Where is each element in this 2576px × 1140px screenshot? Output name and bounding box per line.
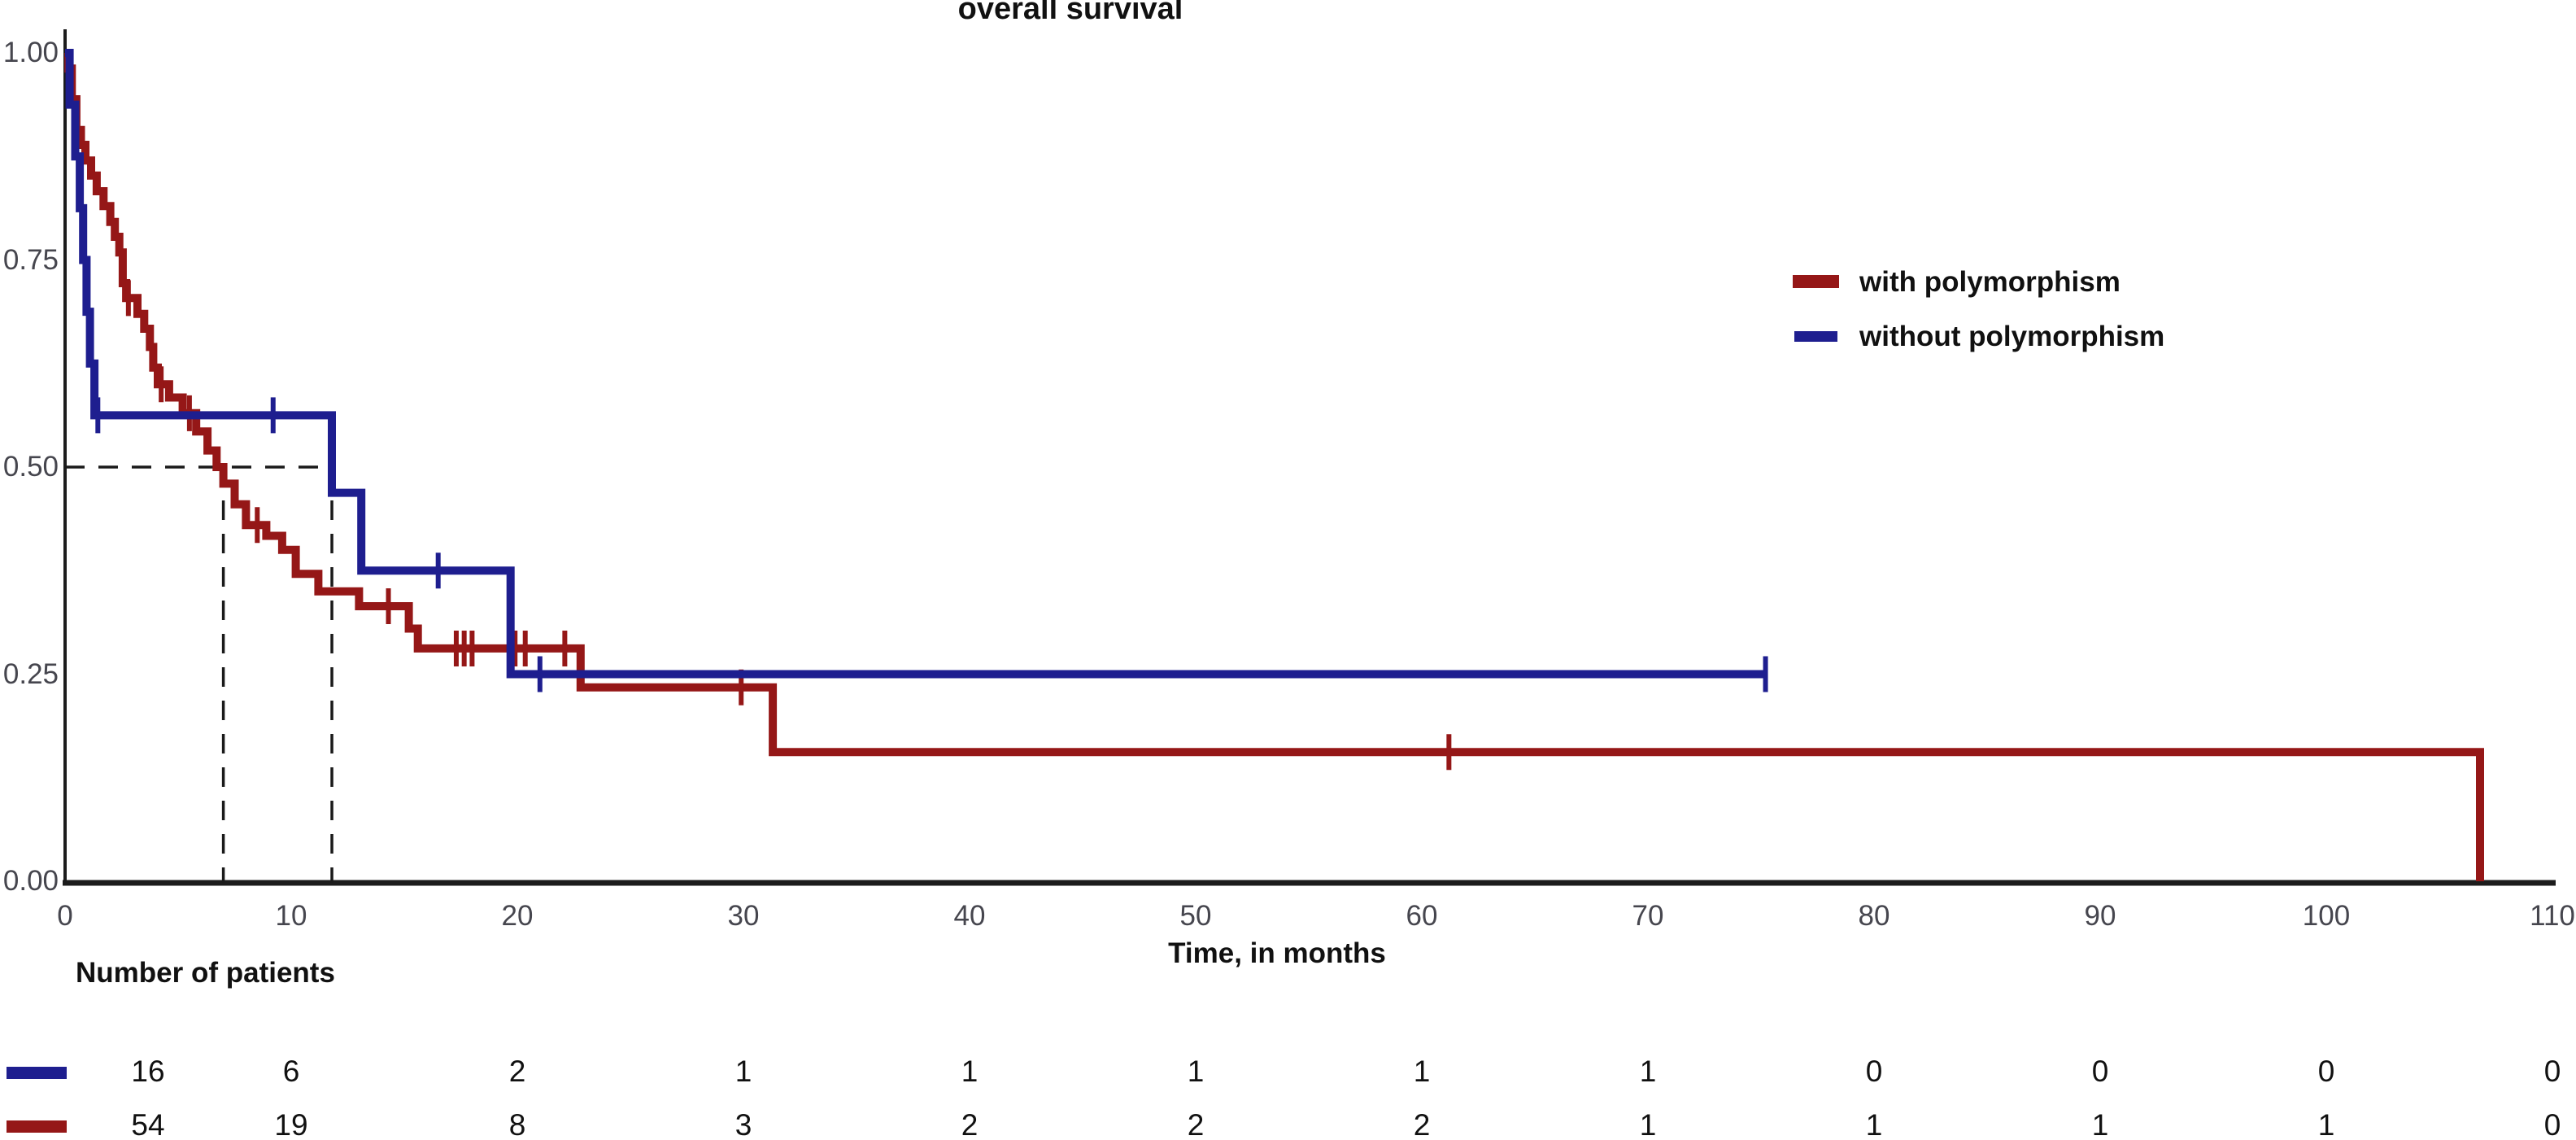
- risk-count: 1: [734, 1055, 752, 1088]
- risk-count: 6: [282, 1055, 300, 1088]
- risk-count: 0: [2543, 1108, 2561, 1140]
- risk-count: 1: [1639, 1055, 1657, 1088]
- x-axis-title: Time, in months: [1168, 937, 1386, 969]
- risk-count: 2: [508, 1055, 526, 1088]
- y-tick-label: 1.00: [2, 37, 59, 68]
- risk-count: 2: [1187, 1108, 1205, 1140]
- risk-count: 8: [508, 1108, 526, 1140]
- x-tick-label: 50: [1179, 900, 1212, 932]
- risk-count: 16: [131, 1055, 165, 1088]
- risk-count: 0: [2317, 1055, 2335, 1088]
- risk-count: 3: [734, 1108, 752, 1140]
- km-curve-without-polymorphism: [65, 49, 1766, 679]
- x-tick-label: 90: [2084, 900, 2116, 932]
- risk-count: 1: [961, 1055, 979, 1088]
- risk-row-swatch-icon: [7, 1120, 67, 1133]
- legend-swatch-with-polymorphism-icon: [1793, 275, 1839, 288]
- x-tick-label: 10: [275, 900, 307, 932]
- x-tick-label: 80: [1858, 900, 1890, 932]
- risk-count: 2: [961, 1108, 979, 1140]
- risk-count: 19: [274, 1108, 308, 1140]
- x-tick-label: 20: [501, 900, 534, 932]
- x-tick-label: 60: [1406, 900, 1438, 932]
- y-tick-label: 0.75: [2, 243, 59, 276]
- y-tick-label: 0.25: [2, 657, 59, 690]
- risk-count: 1: [2091, 1108, 2109, 1140]
- x-tick-label: 70: [1632, 900, 1664, 932]
- risk-count: 0: [2091, 1055, 2109, 1088]
- risk-count: 0: [1865, 1055, 1883, 1088]
- x-tick-label: 40: [953, 900, 986, 932]
- risk-count: 2: [1413, 1108, 1431, 1140]
- km-curve-with-polymorphism: [64, 49, 2484, 881]
- legend-label-with-polymorphism: with polymorphism: [1859, 266, 2121, 298]
- risk-row-swatch-icon: [7, 1067, 67, 1079]
- risk-count: 1: [2317, 1108, 2335, 1140]
- x-tick-label: 100: [2302, 900, 2351, 932]
- legend-swatch-without-polymorphism-icon: [1794, 331, 1837, 342]
- x-tick-label: 110: [2530, 900, 2575, 932]
- y-tick-label: 0.50: [2, 451, 59, 483]
- x-tick-label: 30: [727, 900, 760, 932]
- chart-title: overall survival: [957, 0, 1183, 26]
- risk-count: 54: [131, 1108, 165, 1140]
- x-tick-label: 0: [57, 900, 73, 932]
- risk-count: 0: [2543, 1055, 2561, 1088]
- risk-table-header: Number of patients: [76, 957, 335, 989]
- risk-count: 1: [1413, 1055, 1431, 1088]
- legend-label-without-polymorphism: without polymorphism: [1859, 321, 2165, 352]
- y-tick-label: 0.00: [2, 865, 59, 897]
- risk-count: 1: [1639, 1108, 1657, 1140]
- risk-count: 1: [1865, 1108, 1883, 1140]
- risk-count: 1: [1187, 1055, 1205, 1088]
